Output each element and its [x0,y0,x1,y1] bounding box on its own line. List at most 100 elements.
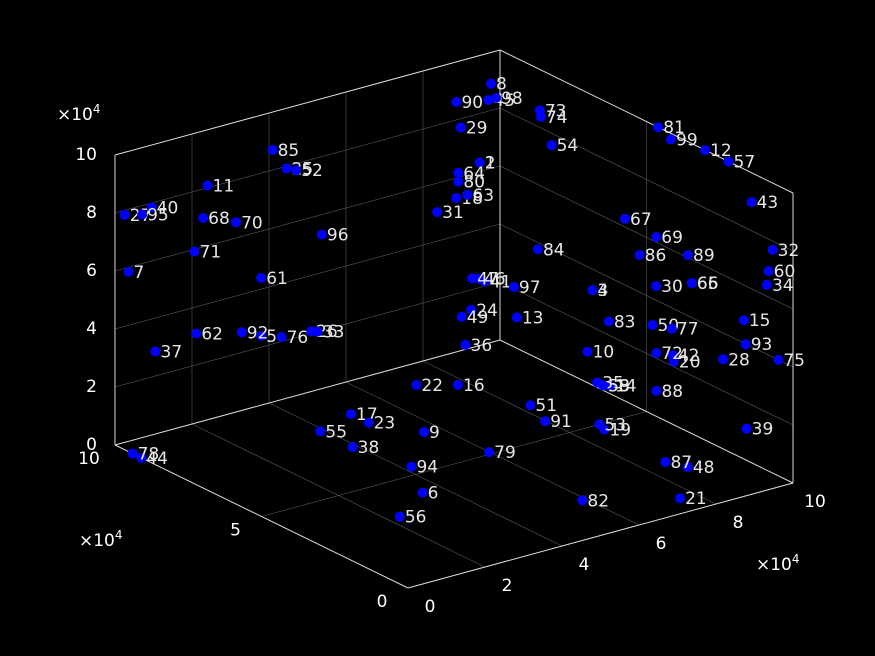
point-label: 99 [676,130,698,150]
point-label: 15 [749,311,771,331]
point-label: 87 [670,453,692,473]
point-label: 70 [241,213,263,233]
point-label: 28 [728,350,750,370]
point-label: 59 [608,376,630,396]
point-label: 2 [485,154,496,174]
data-point [483,94,494,105]
point-label: 46 [484,270,506,290]
point-label: 40 [157,198,179,218]
point-label: 61 [266,269,288,289]
side-grid-z [499,165,794,310]
data-point [653,122,664,133]
data-point [603,316,614,327]
point-label: 19 [609,421,631,441]
data-point [666,323,677,334]
data-point [455,122,466,133]
point-label: 57 [734,153,756,173]
data-point [763,266,774,277]
y-tick-label: 10 [78,449,100,469]
point-label: 83 [614,312,636,332]
axis-box [114,49,794,589]
x-tick-label: 6 [656,534,667,554]
point-label: 72 [661,344,683,364]
data-point [651,281,662,292]
point-label: 49 [467,308,489,328]
point-label: 98 [501,89,523,109]
data-point [315,426,326,437]
point-label: 4 [597,281,608,301]
data-point [540,416,551,427]
point-label: 48 [693,458,715,478]
point-label: 36 [471,336,493,356]
point-label: 5 [266,327,277,347]
point-label: 62 [201,325,223,345]
data-point [474,157,485,168]
data-point [718,354,729,365]
point-label: 75 [783,351,805,371]
axis-edge [407,482,794,589]
data-point [137,209,148,220]
axis-exponents: ×104 ×104 ×104 [57,102,800,575]
data-point [346,409,357,420]
point-label: 77 [677,320,699,340]
data-point [467,273,478,284]
data-point [136,452,147,463]
x-tick-label: 8 [733,513,744,533]
x-tick-label: 2 [502,576,513,596]
data-point [746,197,757,208]
data-point [485,78,496,89]
data-point [453,167,464,178]
x-tick-label: 0 [425,597,436,617]
data-point [451,192,462,203]
point-label: 33 [323,323,345,343]
data-point [189,246,200,257]
data-point [666,134,677,145]
data-point [411,380,422,391]
point-label: 74 [546,108,568,128]
point-label: 89 [693,246,715,266]
data-point [651,348,662,359]
data-point [417,487,428,498]
point-label: 29 [466,119,488,139]
data-point [276,332,287,343]
data-point [484,447,495,458]
point-label: 97 [519,278,541,298]
data-point [236,327,247,338]
point-label: 41 [490,273,512,293]
point-label: 95 [147,206,169,226]
point-label: 32 [778,241,800,261]
data-point [267,144,278,155]
z-tick-label: 0 [86,435,97,455]
point-label: 68 [208,209,230,229]
y-tick-label: 5 [230,521,241,541]
data-point [767,244,778,255]
z-tick-label: 4 [86,319,97,339]
data-point [647,320,658,331]
data-point [683,250,694,261]
point-label: 84 [543,240,565,260]
point-label: 7 [134,263,145,283]
z-tick-label: 6 [86,261,97,281]
data-point [508,282,519,293]
point-label: 71 [200,243,222,263]
point-label: 76 [287,328,309,348]
data-point [363,417,374,428]
point-label: 13 [522,308,544,328]
data-point [587,285,598,296]
axis-edge [499,339,794,484]
point-label: 42 [678,346,700,366]
axis-edge [114,339,501,446]
data-point [532,244,543,255]
data-point [525,400,536,411]
data-point [451,96,462,107]
point-label: 26 [316,322,338,342]
point-label: 60 [774,262,796,282]
point-label: 14 [615,377,637,397]
data-point [773,354,784,365]
point-label: 43 [757,193,779,213]
data-point [491,92,502,103]
data-point [466,304,477,315]
side-grid-z [499,107,794,252]
data-point [740,339,751,350]
point-label: 44 [146,449,168,469]
